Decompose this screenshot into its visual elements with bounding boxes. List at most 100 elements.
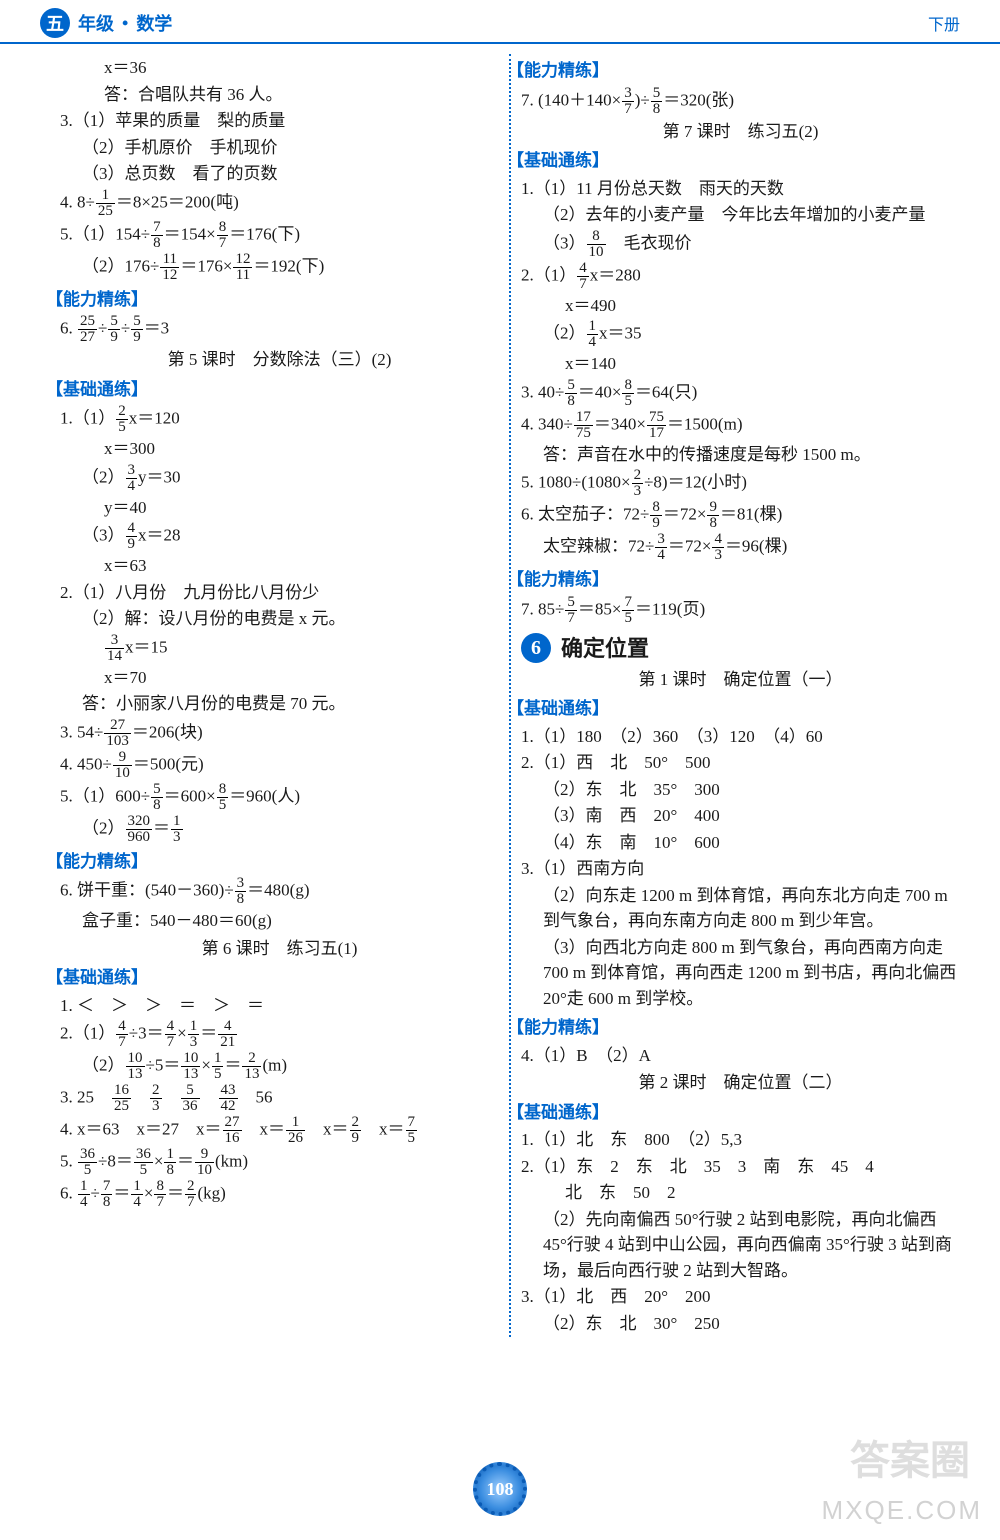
line: （2）先向南偏西 50°行驶 2 站到电影院，再向北偏西 45°行驶 4 站到中… (521, 1207, 960, 1284)
header-right: 下册 (928, 11, 960, 35)
t: 4. x＝63 x＝27 x＝ (60, 1119, 222, 1138)
line: （2）320960＝13 (60, 814, 499, 845)
grade-badge: 五 (40, 8, 70, 38)
line: （2）14x＝35 (521, 319, 960, 350)
t: 1.（1） (60, 408, 115, 427)
lesson-title: 第 1 课时 确定位置（一） (521, 667, 960, 693)
dot: • (122, 13, 128, 34)
line: 314x＝15 (60, 633, 499, 664)
line: （2）1013÷5＝1013×15＝213(m) (60, 1051, 499, 1082)
section-basic: 【基础通练】 (507, 696, 960, 722)
page-number-text: 108 (487, 1479, 514, 1500)
frac: 125 (96, 188, 115, 219)
line: 5.（1）600÷58＝600×85＝960(人) (60, 782, 499, 813)
line: （3）向西北方向走 800 m 到气象台，再向西南方向走 700 m 到体育馆，… (521, 935, 960, 1012)
t: 5.（1）154÷ (60, 224, 150, 243)
t: ＝600× (164, 786, 216, 805)
t: x＝280 (590, 265, 641, 284)
subject-text: 数学 (136, 10, 172, 36)
lesson-title: 第 6 课时 练习五(1) (60, 936, 499, 962)
t: 5. (60, 1151, 77, 1170)
line: 3. 54÷27103＝206(块) (60, 718, 499, 749)
t: 3. 40÷ (521, 382, 564, 401)
t: ＝85× (578, 599, 622, 618)
line: 6. 饼干重：(540－360)÷38＝480(g) (60, 876, 499, 907)
line: 3. 25 1625 23 536 4342 56 (60, 1083, 499, 1114)
t: × (144, 1183, 154, 1202)
line: （2）去年的小麦产量 今年比去年增加的小麦产量 (521, 202, 960, 228)
lesson-title: 第 2 课时 确定位置（二） (521, 1070, 960, 1096)
line: 1.（1）180 （2）360 （3）120 （4）60 (521, 724, 960, 750)
watermark-en: MXQE.COM (822, 1495, 982, 1526)
chapter-row: 6 确定位置 (521, 632, 960, 665)
line: 6. 太空茄子：72÷89＝72×98＝81(棵) (521, 500, 960, 531)
section-ability: 【能力精练】 (46, 287, 499, 313)
t: ÷8＝ (98, 1151, 133, 1170)
t: (kg) (197, 1183, 225, 1202)
t: ＝3 (144, 318, 170, 337)
line: 2.（1）八月份 九月份比八月份少 (60, 580, 499, 606)
t: × (201, 1055, 211, 1074)
lesson-title: 第 7 课时 练习五(2) (521, 119, 960, 145)
t: ＝ (224, 1055, 241, 1074)
t: ÷8)＝12(小时) (644, 472, 747, 491)
line: 1.（1）25x＝120 (60, 404, 499, 435)
line: 4. 340÷1775＝340×7517＝1500(m) (521, 410, 960, 441)
t: 7. 85÷ (521, 599, 564, 618)
t: （2）176÷ (82, 256, 159, 275)
line: 3.（1）北 西 20° 200 (521, 1284, 960, 1310)
line: 2.（1）47x＝280 (521, 261, 960, 292)
page-number: 108 (473, 1462, 527, 1516)
line: 答：声音在水中的传播速度是每秒 1500 m。 (521, 442, 960, 468)
t: 5.（1）600÷ (60, 786, 150, 805)
line: （3）总页数 看了的页数 (60, 161, 499, 187)
t: x＝35 (599, 323, 642, 342)
line: （2）176÷1112＝176×1211＝192(下) (60, 252, 499, 283)
line: x＝300 (60, 436, 499, 462)
t: ＝500(元) (133, 754, 204, 773)
line: （2）东 北 35° 300 (521, 777, 960, 803)
section-basic: 【基础通练】 (507, 148, 960, 174)
t: 毛衣现价 (607, 233, 692, 252)
line: 4. 8÷125＝8×25＝200(吨) (60, 188, 499, 219)
line: 3. 40÷58＝40×85＝64(只) (521, 378, 960, 409)
t: 2.（1） (521, 265, 576, 284)
line: y＝40 (60, 495, 499, 521)
section-basic: 【基础通练】 (46, 965, 499, 991)
line: 4. x＝63 x＝27 x＝2716 x＝126 x＝29 x＝75 (60, 1115, 499, 1146)
line: 1.（1）11 月份总天数 雨天的天数 (521, 176, 960, 202)
section-ability: 【能力精练】 (507, 567, 960, 593)
t: 4. 450÷ (60, 754, 112, 773)
t: 2.（1） (60, 1023, 115, 1042)
t: ＝72× (663, 504, 707, 523)
t: ＝320(张) (663, 90, 734, 109)
left-column: x＝36 答：合唱队共有 36 人。 3.（1）苹果的质量 梨的质量 （2）手机… (60, 54, 509, 1337)
t: x＝ (306, 1119, 349, 1138)
t: ＝119(页) (635, 599, 705, 618)
t: 6. 饼干重：(540－360)÷ (60, 880, 234, 899)
line: （2）手机原价 手机现价 (60, 135, 499, 161)
t: y＝30 (138, 467, 181, 486)
line: 2.（1）西 北 50° 500 (521, 750, 960, 776)
t: 56 (239, 1087, 273, 1106)
line: 5. 1080÷(1080×23÷8)＝12(小时) (521, 468, 960, 499)
t: ＝ (200, 1023, 217, 1042)
t: ÷3＝ (129, 1023, 164, 1042)
content: x＝36 答：合唱队共有 36 人。 3.（1）苹果的质量 梨的质量 （2）手机… (0, 44, 1000, 1357)
t: )÷ (635, 90, 650, 109)
t: × (154, 1151, 164, 1170)
t: x＝ (243, 1119, 286, 1138)
line: x＝36 (60, 55, 499, 81)
t: ＝176× (180, 256, 232, 275)
line: （3）810 毛衣现价 (521, 229, 960, 260)
line: x＝140 (521, 351, 960, 377)
t: ÷ (121, 318, 130, 337)
line: 5. 365÷8＝365×18＝910(km) (60, 1147, 499, 1178)
t: ＝480(g) (247, 880, 309, 899)
t: ＝192(下) (253, 256, 324, 275)
line: （2）解：设八月份的电费是 x 元。 (60, 606, 499, 632)
section-basic: 【基础通练】 (46, 377, 499, 403)
t: ＝8×25＝200(吨) (116, 192, 239, 211)
line: 3.（1）苹果的质量 梨的质量 (60, 108, 499, 134)
t: （2） (82, 1055, 125, 1074)
